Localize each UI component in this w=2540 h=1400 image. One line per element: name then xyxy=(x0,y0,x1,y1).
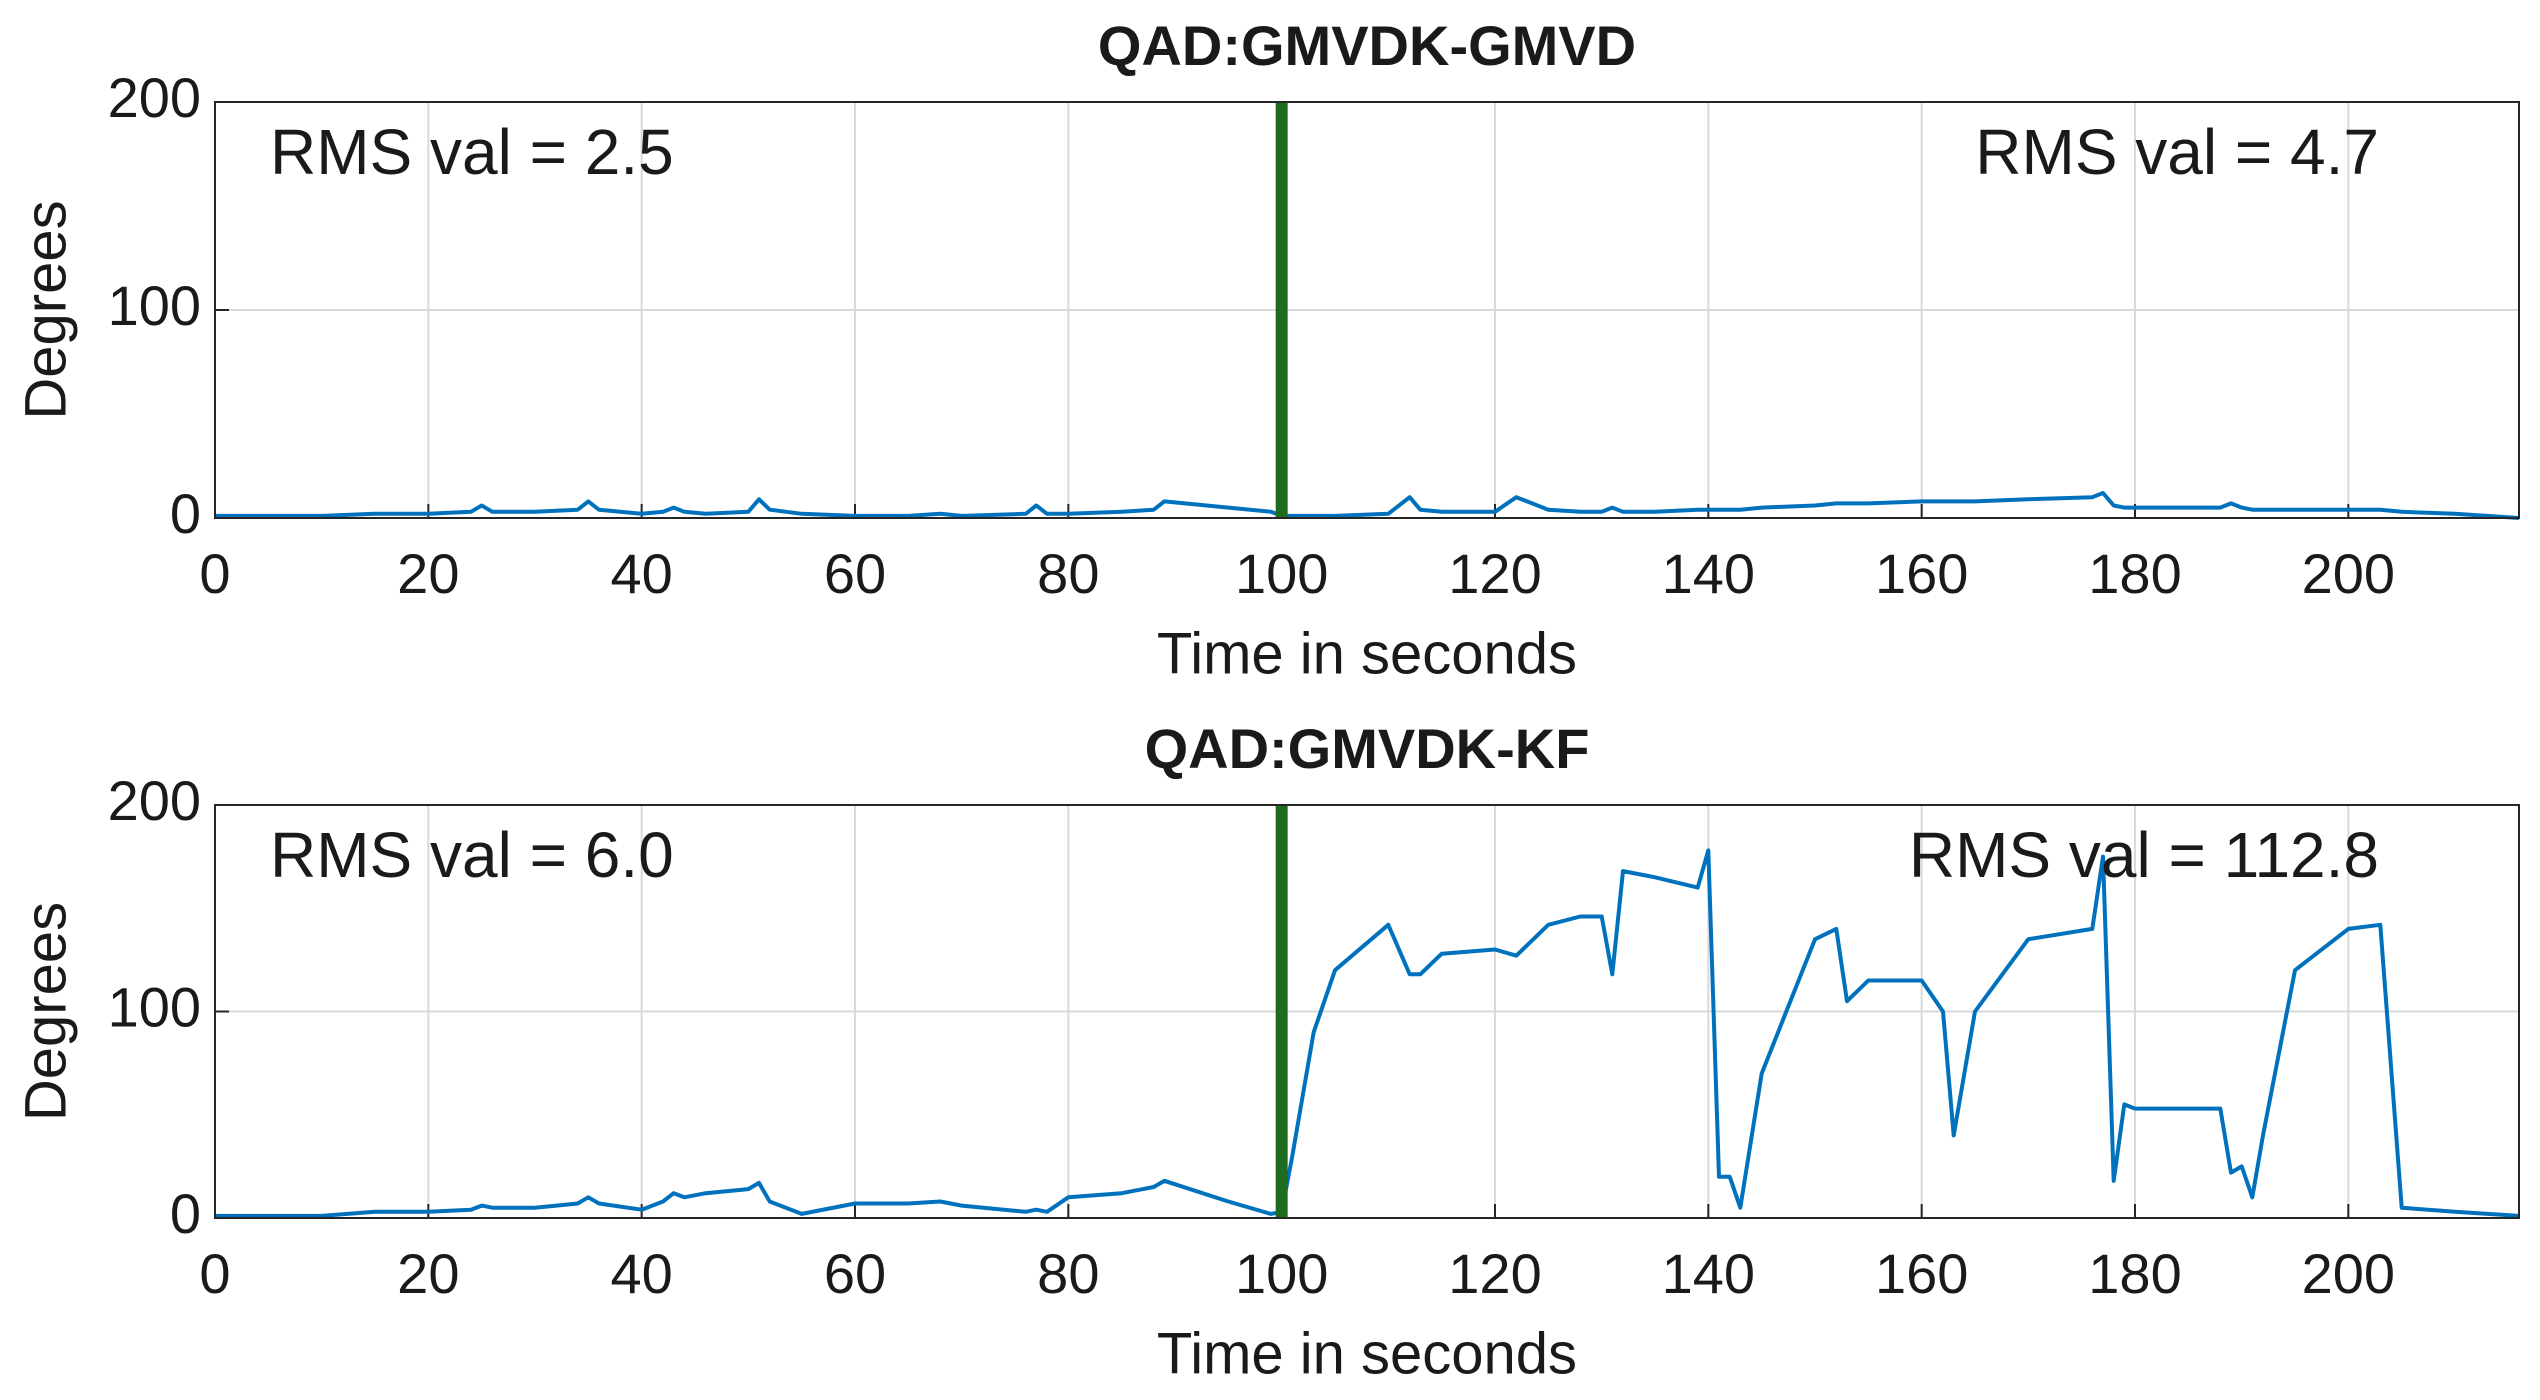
data-line xyxy=(215,848,2520,1218)
x-tick-label: 0 xyxy=(199,542,230,605)
y-axis-label: Degrees xyxy=(13,200,78,419)
x-tick-label: 120 xyxy=(1448,1242,1541,1305)
x-tick-label: 140 xyxy=(1662,542,1755,605)
x-tick-label: 40 xyxy=(611,1242,673,1305)
x-tick-label: 20 xyxy=(397,1242,459,1305)
y-tick-label: 0 xyxy=(170,482,201,545)
y-tick-label: 0 xyxy=(170,1182,201,1245)
plot-frame xyxy=(214,101,2520,519)
x-tick-label: 80 xyxy=(1037,1242,1099,1305)
y-tick-label: 200 xyxy=(108,769,201,832)
x-tick-label: 60 xyxy=(824,1242,886,1305)
chart-title: QAD:GMVDK-KF xyxy=(1145,717,1590,780)
x-tick-label: 160 xyxy=(1875,1242,1968,1305)
annotation: RMS val = 112.8 xyxy=(1909,819,2379,891)
x-tick-label: 160 xyxy=(1875,542,1968,605)
annotation: RMS val = 2.5 xyxy=(270,116,674,188)
x-tick-label: 60 xyxy=(824,542,886,605)
x-tick-label: 80 xyxy=(1037,542,1099,605)
x-tick-label: 20 xyxy=(397,542,459,605)
x-tick-label: 180 xyxy=(2088,1242,2181,1305)
plot-frame xyxy=(214,804,2520,1219)
x-tick-label: 180 xyxy=(2088,542,2181,605)
chart-title: QAD:GMVDK-GMVD xyxy=(1098,14,1636,77)
x-tick-label: 0 xyxy=(199,1242,230,1305)
annotation: RMS val = 6.0 xyxy=(270,819,674,891)
x-tick-label: 140 xyxy=(1662,1242,1755,1305)
x-axis-label: Time in seconds xyxy=(1157,1321,1577,1386)
x-tick-label: 100 xyxy=(1235,1242,1328,1305)
annotation: RMS val = 4.7 xyxy=(1975,116,2379,188)
x-axis-label: Time in seconds xyxy=(1157,621,1577,686)
x-tick-label: 40 xyxy=(611,542,673,605)
y-tick-label: 100 xyxy=(108,975,201,1038)
x-tick-label: 100 xyxy=(1235,542,1328,605)
y-tick-label: 100 xyxy=(108,274,201,337)
x-tick-label: 120 xyxy=(1448,542,1541,605)
y-axis-label: Degrees xyxy=(13,902,78,1121)
y-tick-label: 200 xyxy=(108,66,201,129)
x-tick-label: 200 xyxy=(2302,1242,2395,1305)
data-line xyxy=(215,491,2520,520)
x-tick-label: 200 xyxy=(2302,542,2395,605)
